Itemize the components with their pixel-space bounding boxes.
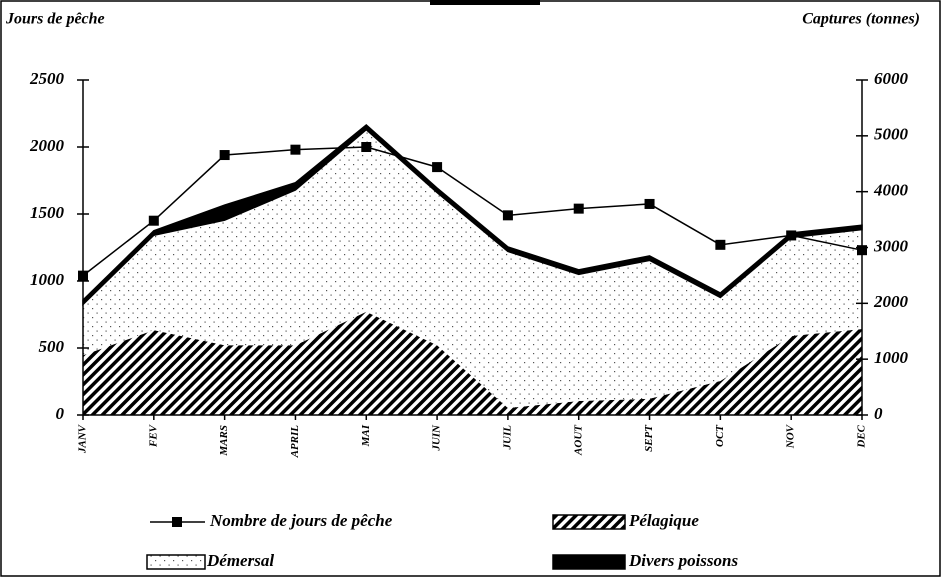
marker [786,230,797,241]
marker [219,150,230,161]
y2-tick-label: 1000 [874,348,909,367]
x-tick-label: SEPT [643,424,655,452]
x-tick-label: FEV [147,423,159,448]
legend-swatch [146,554,206,570]
legend-label: Démersal [206,551,274,570]
marker [78,270,88,281]
marker [361,142,372,152]
y-tick-label: 2000 [29,136,65,155]
legend-label: Divers poissons [628,551,738,570]
x-tick-label: DEC [856,424,868,448]
x-tick-label: OCT [714,424,726,447]
y2-tick-label: 5000 [874,125,909,144]
x-tick-label: NOV [785,423,797,449]
legend-swatch [552,514,626,530]
y2-tick-label: 6000 [874,69,909,88]
marker [148,215,159,226]
y2-tick-label: 4000 [873,181,909,200]
x-tick-label: JUIL [501,425,513,451]
y-tick-label: 2500 [29,69,65,88]
y-tick-label: 0 [56,404,65,423]
x-tick-label: JANV [77,423,89,454]
y-tick-label: 1500 [30,203,65,222]
y2-tick-label: 0 [874,404,883,423]
y-axis-label: Jours de pêche [5,11,105,28]
x-tick-label: AOUT [572,424,584,456]
y2-tick-label: 3000 [873,236,909,255]
area [83,129,862,409]
marker [502,210,513,221]
y-tick-label: 1000 [30,270,65,289]
legend-marker [172,517,182,527]
y2-axis-label: Captures (tonnes) [802,11,920,28]
x-tick-label: APRIL [289,425,301,459]
marker [573,203,584,214]
y-tick-label: 500 [39,337,65,356]
x-tick-label: MARS [218,425,230,457]
x-tick-label: MAI [360,424,372,447]
legend: Nombre de jours de pêche Pélagique Démersa… [146,511,738,570]
area [83,311,862,415]
marker [857,245,867,256]
x-tick-label: JUIN [431,424,443,452]
legend-label: Pélagique [628,511,699,530]
marker [290,144,301,155]
cropped-title-bar [430,0,540,5]
marker [715,239,726,250]
legend-swatch [552,554,626,570]
y2-tick-label: 2000 [873,292,909,311]
marker [432,162,443,173]
line [82,146,863,277]
plot: 0 500 1000 1500 2000 2500 0 1000 2000 3000 4000 500… [29,69,909,459]
legend-label: Nombre de jours de pêche [209,511,393,530]
marker [644,198,655,209]
